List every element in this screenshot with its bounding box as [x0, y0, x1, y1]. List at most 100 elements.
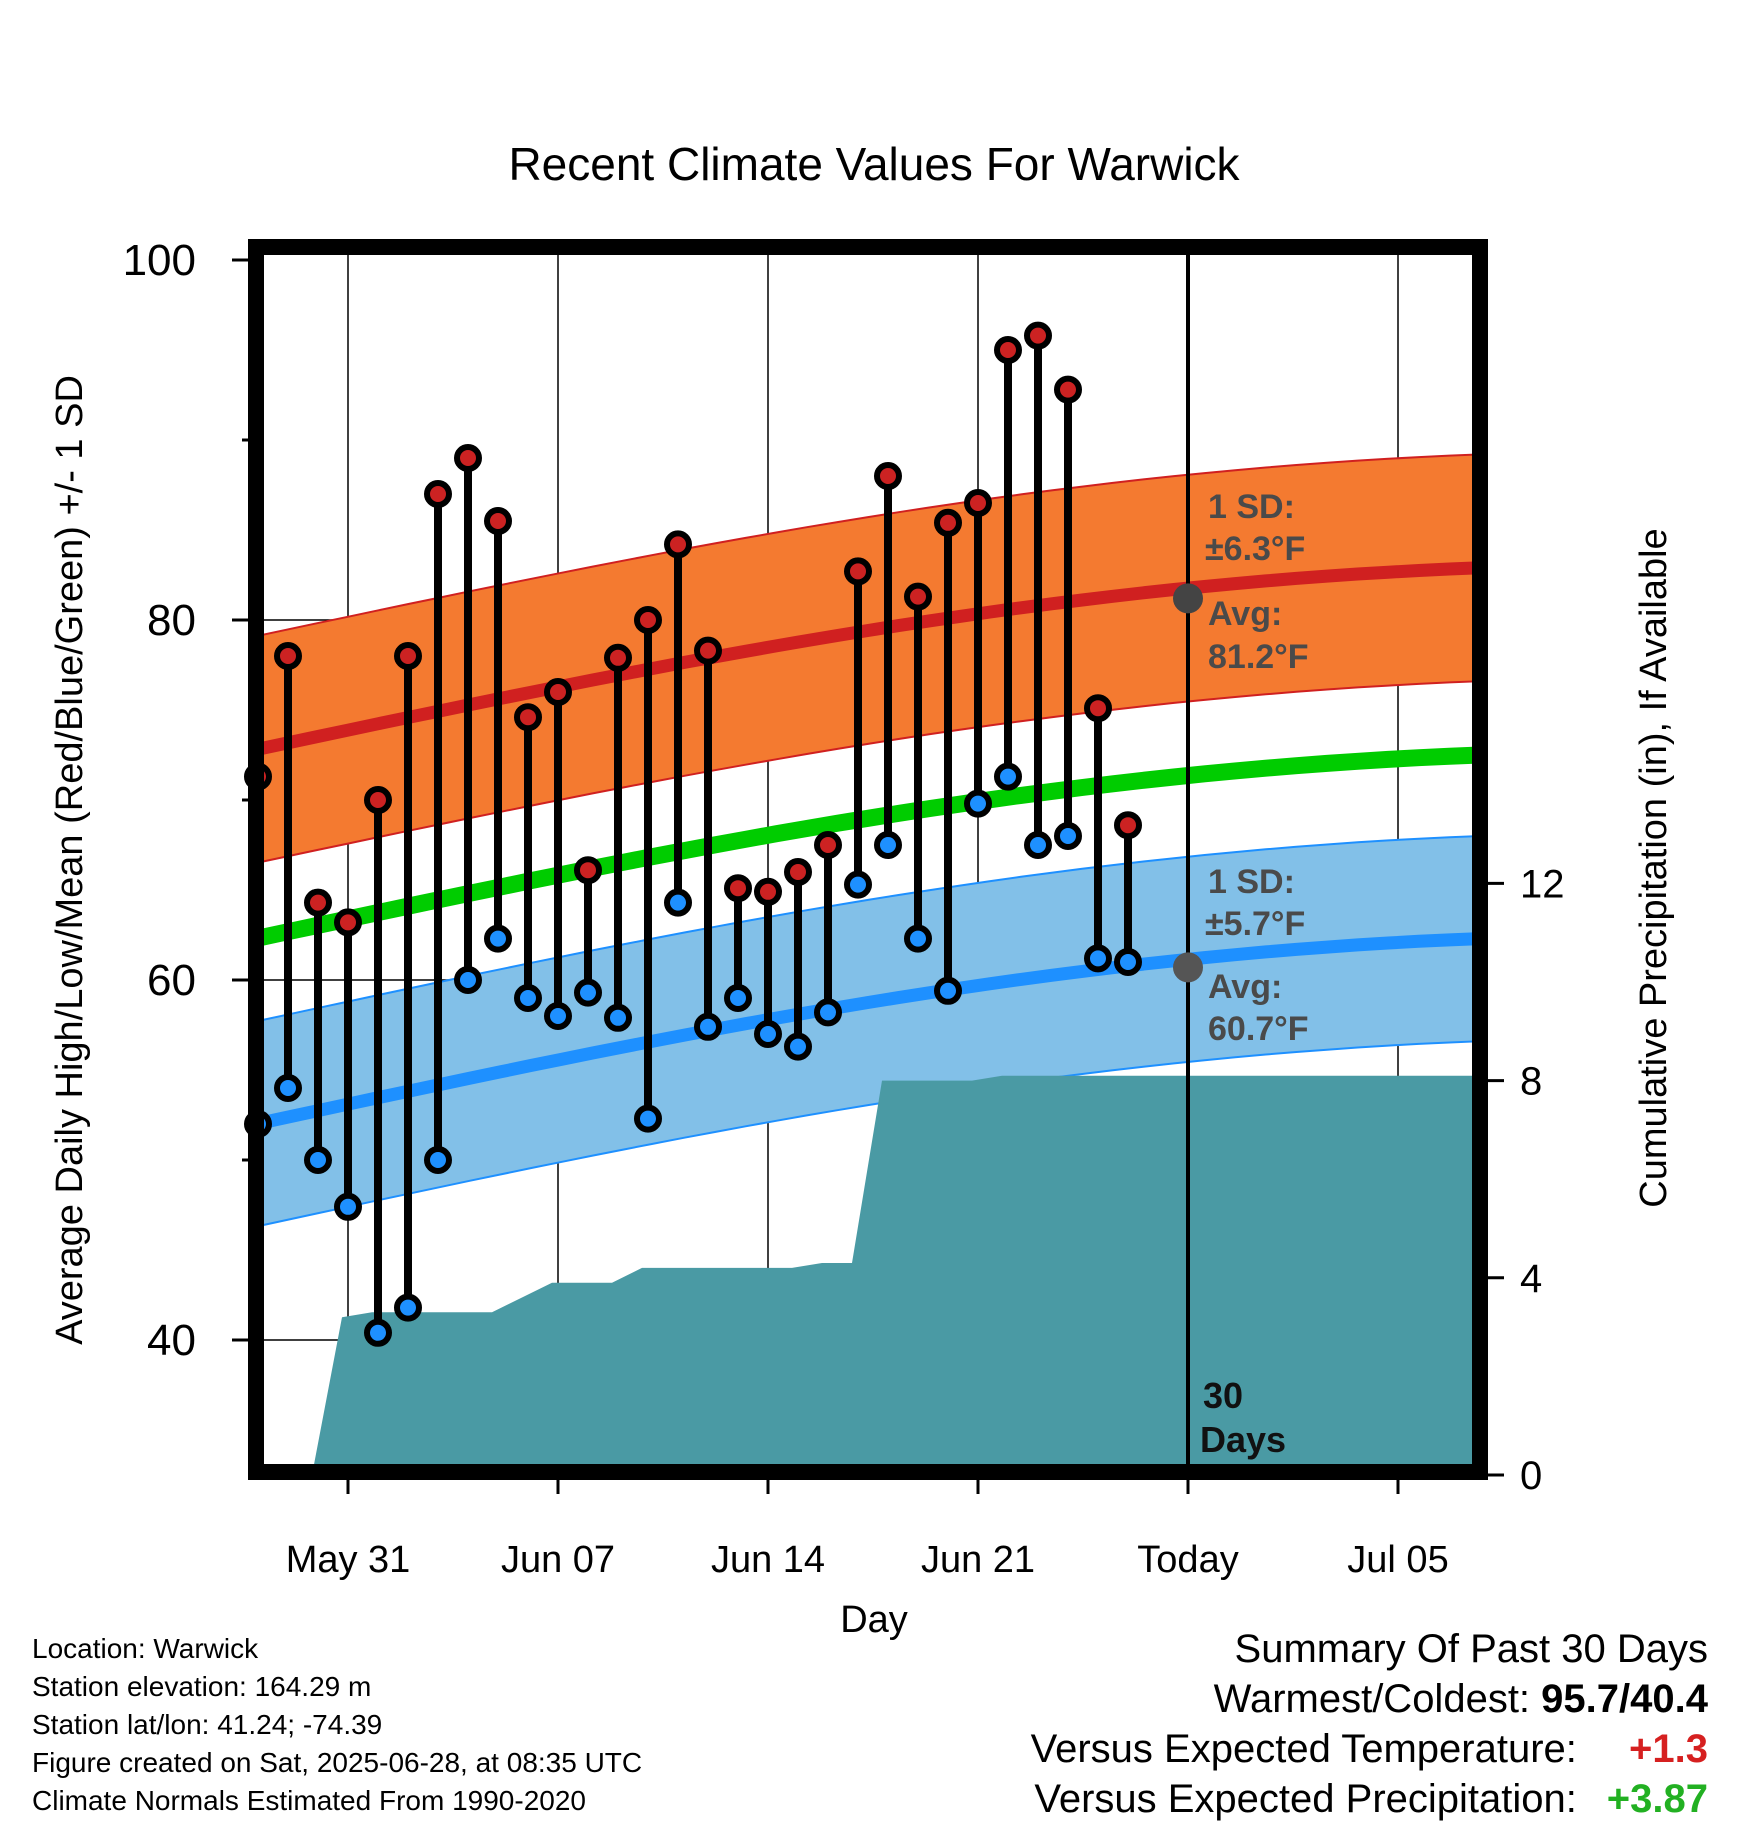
low-point: [607, 1007, 629, 1029]
high-point: [367, 789, 389, 811]
high-point: [427, 483, 449, 505]
high-avg-value: 81.2°F: [1208, 638, 1309, 676]
y-axis-label: Average Daily High/Low/Mean (Red/Blue/Gr…: [49, 375, 91, 1345]
latlon-text: Station lat/lon: 41.24; -74.39: [32, 1706, 642, 1744]
high-point: [727, 877, 749, 899]
low-avg-today-marker: [1173, 952, 1203, 982]
high-point: [607, 647, 629, 669]
low-point: [517, 987, 539, 1009]
high-point: [1027, 325, 1049, 347]
high-avg-label: Avg:: [1208, 595, 1282, 633]
x-axis-label: Day: [840, 1599, 908, 1641]
high-point: [487, 510, 509, 532]
high-point: [907, 586, 929, 608]
low-point: [547, 1005, 569, 1027]
high-point: [997, 339, 1019, 361]
elevation-text: Station elevation: 164.29 m: [32, 1668, 642, 1706]
high-point: [1057, 379, 1079, 401]
summary-panel: Summary Of Past 30 Days Warmest/Coldest:…: [1031, 1624, 1708, 1824]
low-point: [487, 928, 509, 950]
low-sd-value: ±5.7°F: [1205, 905, 1305, 943]
warm-cold-row: Warmest/Coldest: 95.7/40.4: [1031, 1674, 1708, 1724]
x-tick-label: May 31: [286, 1539, 411, 1581]
low-point: [997, 766, 1019, 788]
y2-tick-label: 8: [1520, 1060, 1542, 1104]
low-point: [1087, 947, 1109, 969]
high-point: [547, 681, 569, 703]
high-point: [577, 859, 599, 881]
summary-title: Summary Of Past 30 Days: [1031, 1624, 1708, 1674]
low-sd-label: 1 SD:: [1208, 863, 1295, 901]
low-point: [307, 1149, 329, 1171]
high-sd-value: ±6.3°F: [1205, 530, 1305, 568]
high-point: [697, 640, 719, 662]
y-tick-label: 80: [147, 596, 196, 645]
low-point: [427, 1149, 449, 1171]
warm-cold-value: 95.7/40.4: [1541, 1674, 1708, 1724]
y-tick-label: 100: [123, 236, 196, 285]
high-avg-today-marker: [1173, 583, 1203, 613]
y2-tick-label: 4: [1520, 1257, 1542, 1301]
y2-axis-label: Cumulative Precipitation (in), If Availa…: [1633, 528, 1675, 1207]
high-point: [517, 706, 539, 728]
high-point: [337, 911, 359, 933]
y2-tick-label: 12: [1520, 862, 1565, 906]
y-tick-label: 40: [147, 1316, 196, 1365]
high-sd-label: 1 SD:: [1208, 488, 1295, 526]
low-point: [277, 1077, 299, 1099]
high-point: [877, 465, 899, 487]
low-point: [1057, 825, 1079, 847]
x-tick-label: Jun 21: [921, 1539, 1035, 1581]
x-tick-label: Jun 14: [711, 1539, 825, 1581]
station-info: Location: Warwick Station elevation: 164…: [32, 1630, 642, 1820]
today-marker-number: 30: [1203, 1375, 1243, 1416]
low-point: [1117, 951, 1139, 973]
x-tick-label: Today: [1137, 1539, 1238, 1581]
precip-label: Versus Expected Precipitation:: [1034, 1777, 1577, 1821]
low-point: [577, 982, 599, 1004]
precip-row: Versus Expected Precipitation: +3.87: [1031, 1774, 1708, 1824]
low-avg-value: 60.7°F: [1208, 1010, 1309, 1048]
high-point: [277, 645, 299, 667]
chart-title: Recent Climate Values For Warwick: [508, 138, 1240, 190]
low-point: [727, 987, 749, 1009]
high-point: [667, 533, 689, 555]
high-point: [1087, 697, 1109, 719]
high-point: [1117, 814, 1139, 836]
climate-chart: 1 SD: ±6.3°F Avg: 81.2°F 1 SD: ±5.7°F Avg: 60.7…: [0, 0, 1748, 1828]
x-tick-label: Jul 05: [1347, 1539, 1448, 1581]
normals-text: Climate Normals Estimated From 1990-2020: [32, 1782, 642, 1820]
low-point: [937, 980, 959, 1002]
low-point: [847, 874, 869, 896]
high-point: [397, 645, 419, 667]
low-point: [337, 1196, 359, 1218]
high-point: [787, 861, 809, 883]
low-avg-label: Avg:: [1208, 968, 1282, 1006]
warm-cold-label: Warmest/Coldest:: [1214, 1677, 1530, 1721]
high-point: [967, 492, 989, 514]
low-point: [1027, 834, 1049, 856]
high-point: [307, 892, 329, 914]
high-point: [847, 560, 869, 582]
temp-label: Versus Expected Temperature:: [1031, 1727, 1577, 1771]
y-tick-label: 60: [147, 956, 196, 1005]
today-marker-unit: Days: [1200, 1419, 1286, 1460]
high-point: [757, 881, 779, 903]
high-point: [637, 609, 659, 631]
low-point: [367, 1322, 389, 1344]
low-point: [667, 892, 689, 914]
low-point: [787, 1036, 809, 1058]
location-text: Location: Warwick: [32, 1630, 642, 1668]
high-point: [937, 512, 959, 534]
low-point: [877, 834, 899, 856]
y2-tick-label: 0: [1520, 1454, 1542, 1498]
low-point: [397, 1297, 419, 1319]
high-point: [817, 834, 839, 856]
low-point: [457, 969, 479, 991]
x-tick-label: Jun 07: [501, 1539, 615, 1581]
low-point: [817, 1001, 839, 1023]
precip-value: +3.87: [1588, 1774, 1708, 1824]
created-text: Figure created on Sat, 2025-06-28, at 08…: [32, 1744, 642, 1782]
low-point: [757, 1023, 779, 1045]
low-point: [967, 793, 989, 815]
